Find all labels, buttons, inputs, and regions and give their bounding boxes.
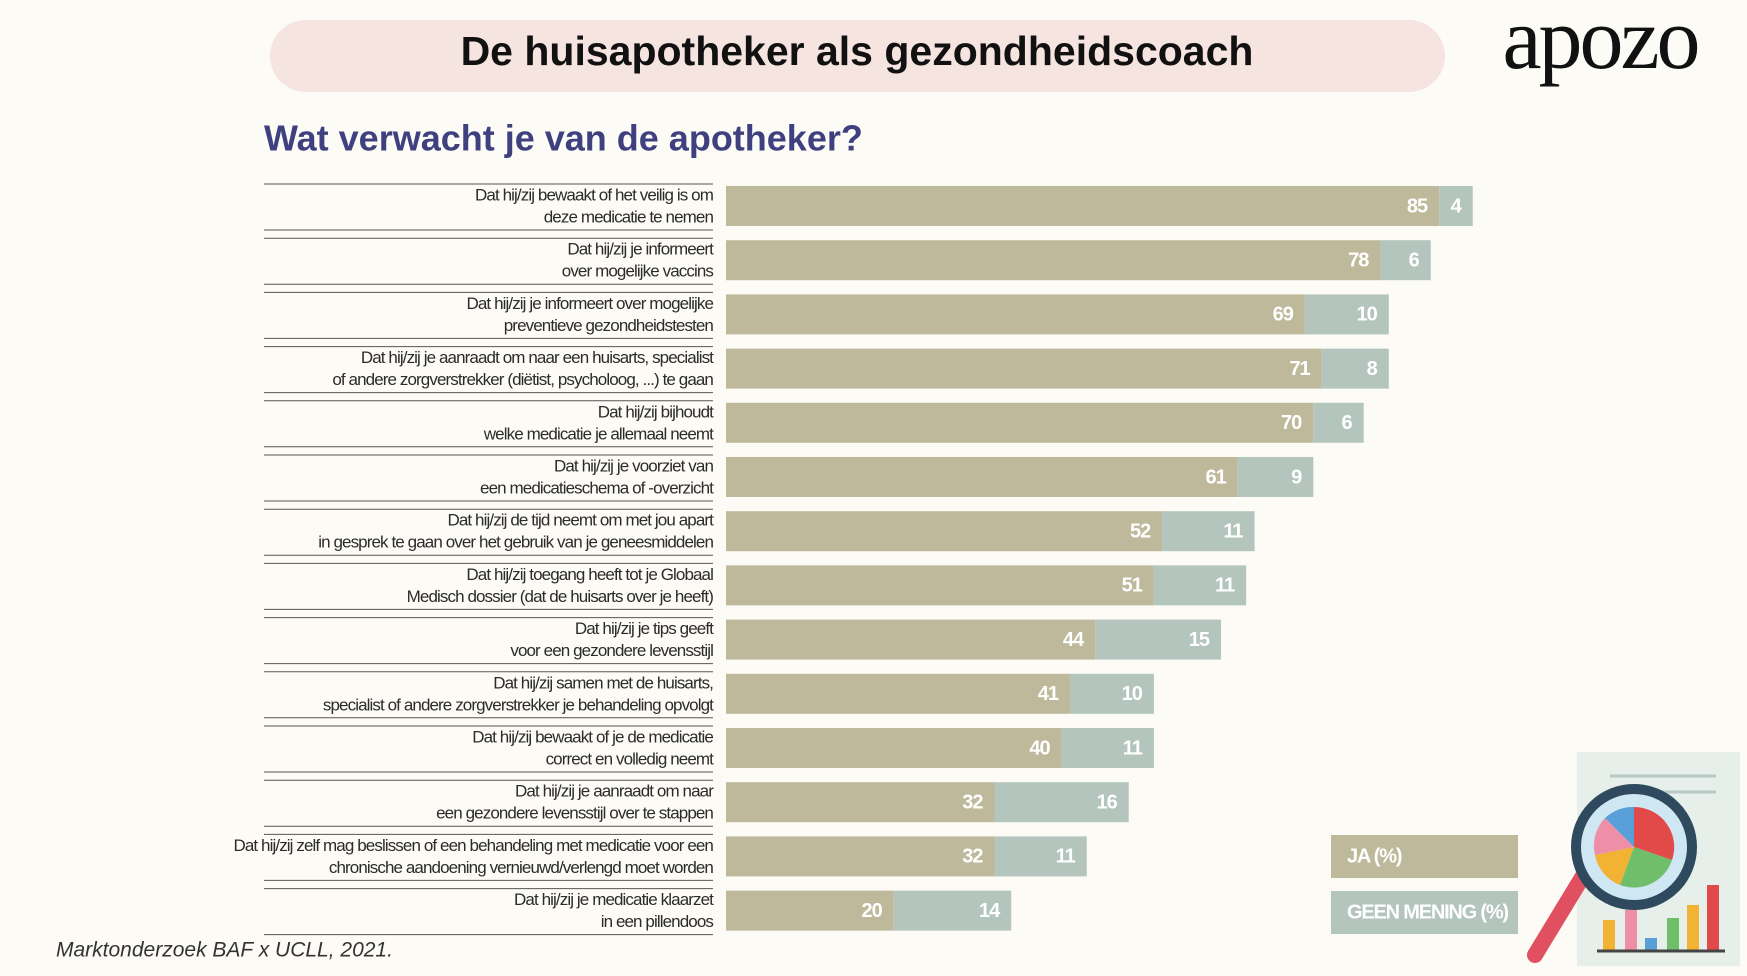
value-label: 10 [1122,683,1143,705]
legend-label: GEEN MENING (%) [1347,901,1508,923]
category-label: Dat hij/zij je voorziet van [554,456,713,475]
value-label: 51 [1122,575,1143,597]
bar-segment [1061,728,1154,768]
category-label: Dat hij/zij je aanraadt om naar een huis… [361,348,714,367]
category-label: Dat hij/zij toegang heeft tot je Globaal [466,565,713,584]
bar-segment [726,728,1062,768]
category-label: een gezondere levensstijl over te stappe… [436,804,713,823]
illustration [1527,752,1740,966]
bar-segment [1153,565,1247,606]
legend-label: JA (%) [1347,845,1402,867]
value-label: 4 [1451,195,1463,217]
category-label: Dat hij/zij je tips geeft [575,619,714,638]
value-label: 69 [1273,304,1294,326]
bar-segment [726,511,1163,552]
title-pill [270,20,1445,92]
category-label: Dat hij/zij je aanraadt om naar [515,782,714,801]
bar-segment [726,294,1305,335]
brand-logo: apozo [1502,0,1697,88]
value-label: 61 [1206,466,1227,488]
bar-segment [726,673,1070,714]
value-label: 32 [962,846,983,868]
category-label: deze medicatie te nemen [544,207,714,226]
chart-subtitle: Wat verwacht je van de apotheker? [264,118,863,159]
bar-segment [726,348,1322,389]
category-label: welke medicatie je allemaal neemt [483,424,714,443]
legend-swatch [1331,835,1518,878]
category-label: voor een gezondere levensstijl [510,641,713,660]
category-label: chronische aandoening vernieuwd/verlengd… [329,858,714,877]
value-label: 44 [1063,629,1085,651]
bar-segment [1439,186,1473,226]
value-label: 71 [1289,358,1310,380]
bar-segment [1162,511,1255,552]
value-label: 32 [962,791,983,813]
bar-segment [1321,348,1389,389]
value-label: 70 [1281,412,1302,434]
category-label: in een pillendoos [601,912,714,931]
bar-segment [994,836,1087,877]
category-label: over mogelijke vaccins [562,262,714,281]
chart-title: De huisapotheker als gezondheidscoach [461,28,1254,74]
legend-swatch [1331,891,1518,934]
bar-segment [726,457,1238,497]
value-label: 40 [1029,737,1050,759]
value-label: 11 [1123,737,1143,759]
category-label: preventieve gezondheidstesten [504,316,714,335]
bar-segment [726,836,995,877]
value-label: 78 [1348,249,1369,271]
source-note: Marktonderzoek BAF x UCLL, 2021. [56,939,393,962]
value-label: 6 [1342,412,1353,434]
category-label: in gesprek te gaan over het gebruik van … [318,533,713,552]
bar-segment [1237,457,1314,497]
bar-segment [1313,402,1364,443]
category-label: een medicatieschema of -overzicht [480,478,714,497]
bar-segment [1069,673,1154,714]
category-label: Dat hij/zij je medicatie klaarzet [514,890,714,909]
value-label: 16 [1096,791,1117,813]
category-label: Dat hij/zij je informeert over mogelijke [467,294,714,313]
bar-segment [726,402,1314,443]
value-label: 9 [1291,466,1302,488]
value-label: 11 [1223,520,1243,542]
category-label: correct en volledig neemt [546,749,715,768]
category-label: specialist of andere zorgverstrekker je … [323,695,714,714]
value-label: 41 [1038,683,1059,705]
value-label: 8 [1367,358,1378,380]
category-label: Medisch dossier (dat de huisarts over je… [407,587,714,606]
value-label: 15 [1189,629,1210,651]
value-label: 6 [1409,249,1420,271]
bar-segment [726,186,1440,226]
category-label: Dat hij/zij de tijd neemt om met jou apa… [447,511,714,530]
bar-segment [726,890,894,931]
category-label: Dat hij/zij bewaakt of het veilig is om [475,185,714,204]
category-label: Dat hij/zij zelf mag beslissen of een be… [233,836,713,855]
bar-segment [726,565,1154,606]
category-label: Dat hij/zij samen met de huisarts, [493,673,713,692]
value-label: 10 [1357,304,1378,326]
bar-segment [726,619,1096,660]
category-label: Dat hij/zij bewaakt of je de medicatie [472,727,713,746]
bar-segment [1304,294,1389,335]
value-label: 52 [1130,520,1151,542]
bar-segment [1380,240,1431,281]
value-label: 14 [979,900,1001,922]
bar-segment [893,890,1012,931]
value-label: 11 [1056,846,1076,868]
value-label: 11 [1215,575,1235,597]
value-label: 20 [862,900,883,922]
category-label: Dat hij/zij bijhoudt [598,402,714,421]
bar-segment [726,782,995,823]
category-label: Dat hij/zij je informeert [567,240,714,259]
category-label: of andere zorgverstrekker (diëtist, psyc… [332,370,713,389]
value-label: 85 [1407,195,1428,217]
bar-segment [726,240,1381,281]
bar-segment [994,782,1129,823]
bar-segment [1095,619,1222,660]
